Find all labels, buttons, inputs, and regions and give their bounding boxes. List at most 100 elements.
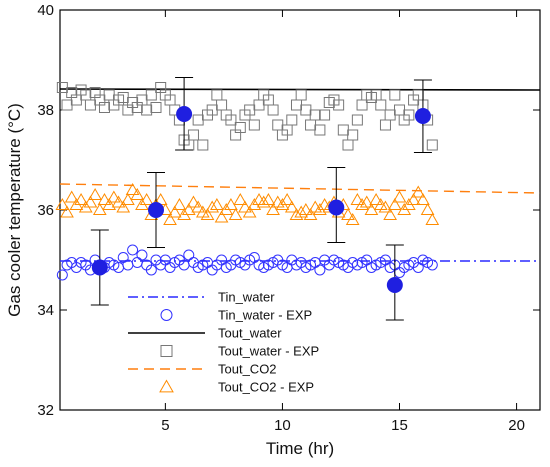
point-tout-water-exp <box>248 119 260 131</box>
legend-tin-water-exp-swatch <box>160 309 173 321</box>
point-tout-co2-exp <box>186 195 201 208</box>
x-tick-label: 5 <box>161 417 169 434</box>
legend-tout-co2-exp-swatch <box>159 379 174 393</box>
point-tout-co2-exp <box>111 195 126 208</box>
x-axis-title: Time (hr) <box>266 439 334 458</box>
x-tick-label: 10 <box>274 417 291 434</box>
point-tout-water-exp <box>267 104 279 116</box>
y-tick-label: 32 <box>37 402 54 419</box>
mean-point <box>414 108 431 124</box>
point-tout-co2-exp <box>350 192 365 205</box>
point-tout-water-exp <box>347 129 359 141</box>
point-tout-co2-exp <box>261 192 276 205</box>
point-tout-co2-exp <box>83 195 98 208</box>
point-tout-co2-exp <box>88 187 102 200</box>
point-tout-co2-exp <box>64 190 79 203</box>
legend-tout-water-label: Tout_water <box>218 326 282 341</box>
point-tout-water-exp <box>234 122 246 133</box>
point-tout-co2-exp <box>284 200 299 213</box>
point-tout-co2-exp <box>130 187 145 200</box>
point-tout-co2-exp <box>420 202 435 215</box>
point-tin-water-exp <box>426 259 438 271</box>
point-tout-water-exp <box>225 114 237 126</box>
y-tick-label: 36 <box>37 202 54 219</box>
point-tout-water-exp <box>375 99 387 111</box>
x-tick-label: 15 <box>391 417 408 434</box>
point-tout-co2-exp <box>355 197 369 210</box>
y-tick-label: 40 <box>37 2 54 19</box>
point-tout-co2-exp <box>200 207 215 220</box>
point-tout-co2-exp <box>406 192 421 205</box>
point-tout-co2-exp <box>172 197 187 210</box>
point-tout-water-exp <box>197 139 209 151</box>
mean-point <box>176 106 193 122</box>
point-tout-co2-exp <box>341 207 355 220</box>
point-tout-water-exp <box>145 89 157 101</box>
point-tout-water-exp <box>286 114 298 126</box>
point-tout-co2-exp <box>294 205 309 218</box>
point-tout-water-exp <box>333 99 345 111</box>
point-tout-water-exp <box>403 109 415 121</box>
point-tout-water-exp <box>314 124 326 136</box>
x-tick-label: 20 <box>508 417 525 434</box>
mean-point <box>91 259 108 276</box>
point-tout-co2-exp <box>125 182 140 195</box>
point-tout-co2-exp <box>392 190 407 203</box>
point-tout-co2-exp <box>214 210 229 223</box>
point-tout-water-exp <box>319 109 331 121</box>
point-tout-co2-exp <box>387 197 402 210</box>
point-tout-co2-exp <box>55 197 70 210</box>
point-tin-water-exp <box>314 264 326 276</box>
point-tout-co2-exp <box>106 190 121 203</box>
point-tout-co2-exp <box>167 205 182 218</box>
point-tout-co2-exp <box>242 205 257 218</box>
point-tout-co2-exp <box>205 200 220 213</box>
point-tout-co2-exp <box>280 192 294 205</box>
mean-point <box>148 202 164 218</box>
point-tout-water-exp <box>187 129 199 141</box>
point-tout-co2-exp <box>181 202 196 215</box>
point-tout-water-exp <box>141 104 153 116</box>
point-tin-water-exp <box>145 264 157 276</box>
legend-tout-co2-exp-label: Tout_CO2 - EXP <box>218 380 314 395</box>
point-tin-water-exp <box>136 249 148 261</box>
point-tout-co2-exp <box>233 192 248 205</box>
point-tout-co2-exp <box>256 195 271 208</box>
point-tout-co2-exp <box>163 212 177 225</box>
legend-tout-co2-label: Tout_CO2 <box>218 362 277 377</box>
point-tout-co2-exp <box>191 200 206 213</box>
point-tout-co2-exp <box>210 197 224 210</box>
legend-tin-water-label: Tin_water <box>218 290 275 305</box>
point-tout-co2-exp <box>97 192 112 205</box>
point-tout-co2-exp <box>345 212 360 225</box>
point-tout-co2-exp <box>102 197 117 210</box>
mean-point <box>328 199 345 216</box>
point-tout-co2-exp <box>369 192 383 205</box>
mean-point <box>386 277 403 293</box>
point-tout-water-exp <box>295 89 307 101</box>
point-tout-co2-exp <box>383 207 398 220</box>
line-tout-co2 <box>59 183 541 194</box>
point-tin-water-exp <box>127 244 139 256</box>
point-tout-co2-exp <box>378 200 393 213</box>
mean-error-bars <box>90 77 432 321</box>
point-tout-co2-exp <box>416 192 430 205</box>
point-tout-co2-exp <box>411 185 426 198</box>
point-tin-water-exp <box>56 269 68 281</box>
point-tout-co2-exp <box>74 192 88 205</box>
point-tout-co2-exp <box>425 212 440 225</box>
legend: Tin_water Tin_water - EXP Tout_water Tout_w… <box>128 290 319 395</box>
point-tout-co2-exp <box>359 195 374 208</box>
point-tout-water-exp <box>98 102 110 113</box>
point-tout-water-exp <box>389 89 401 101</box>
point-tout-water-exp <box>309 109 321 121</box>
point-tout-co2-exp <box>139 192 154 205</box>
legend-tout-water-exp-label: Tout_water - EXP <box>218 344 319 359</box>
point-tout-co2-exp <box>228 207 243 220</box>
legend-tin-water-exp-label: Tin_water - EXP <box>218 308 312 323</box>
y-tick-label: 38 <box>37 102 54 119</box>
point-tout-co2-exp <box>116 200 131 213</box>
point-tout-co2-exp <box>238 200 252 213</box>
point-tout-co2-exp <box>60 205 74 218</box>
